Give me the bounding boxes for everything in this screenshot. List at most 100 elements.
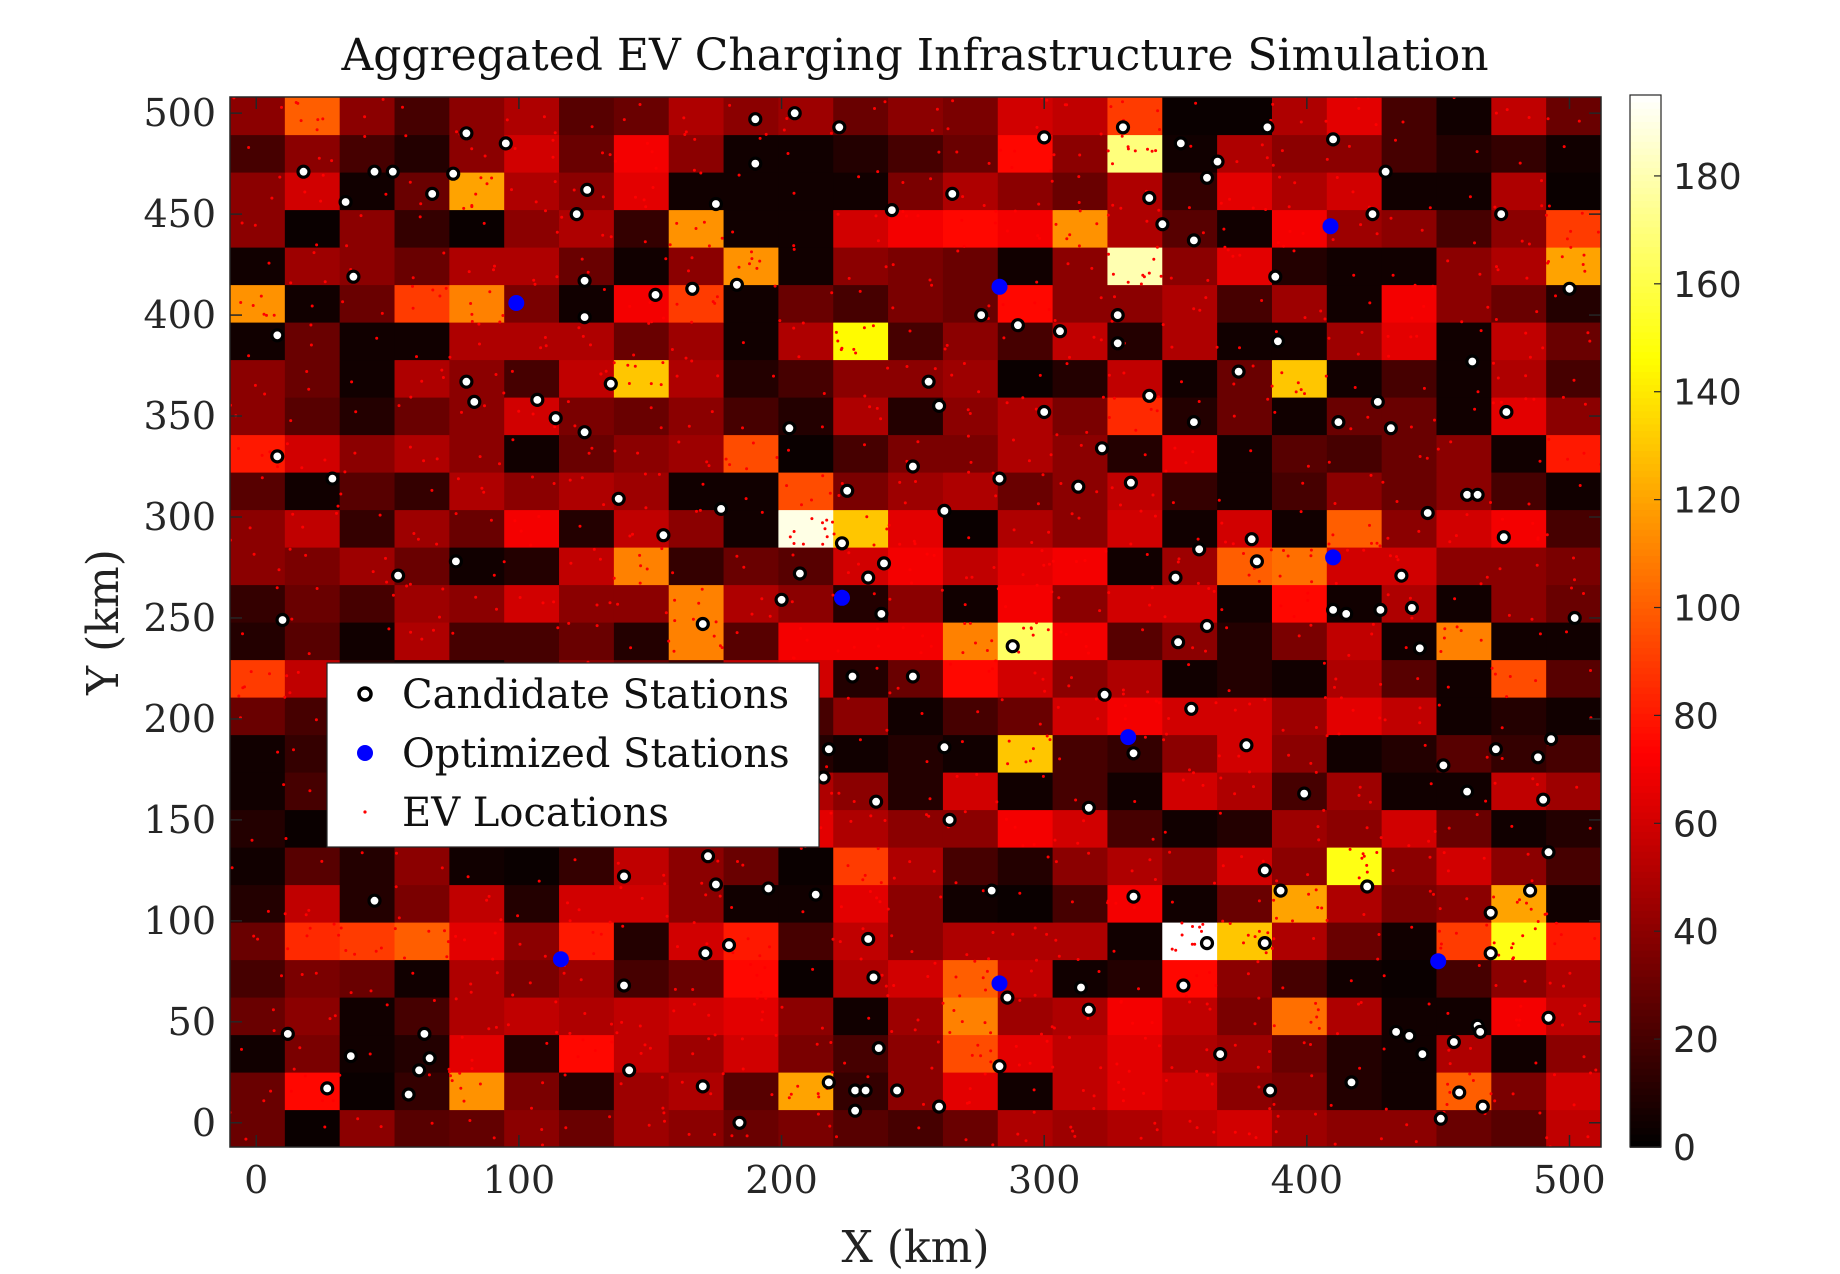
ev-location <box>1301 231 1305 235</box>
ev-location <box>1029 969 1033 973</box>
ev-location <box>1157 701 1161 705</box>
ev-location <box>975 773 979 776</box>
ev-location <box>1165 732 1168 736</box>
ev-location <box>1121 100 1124 104</box>
ev-location <box>801 321 805 325</box>
candidate-station <box>1270 334 1286 349</box>
heatmap-cell <box>1381 172 1438 211</box>
ev-location <box>289 1089 293 1093</box>
ev-location <box>1365 870 1369 874</box>
ev-location <box>787 448 790 452</box>
ev-location <box>543 336 547 339</box>
ev-location <box>592 547 596 551</box>
ev-location <box>1518 898 1521 902</box>
ev-location <box>283 912 287 916</box>
heatmap-cell <box>1271 472 1328 511</box>
colorbar-segment <box>1630 358 1661 366</box>
candidate-station <box>1530 750 1546 765</box>
ev-location <box>829 131 833 135</box>
ev-location <box>1287 205 1291 209</box>
ev-location <box>985 969 989 973</box>
colorbar-segment <box>1630 417 1661 425</box>
heatmap-cell <box>668 509 725 548</box>
heatmap-cell <box>1217 997 1273 1036</box>
colorbar-segment <box>1630 989 1661 997</box>
ev-location <box>420 379 424 383</box>
x-tick-label: 400 <box>1271 1158 1344 1202</box>
ev-location <box>1351 708 1355 712</box>
ev-location <box>1561 395 1565 399</box>
ev-location <box>1099 296 1103 300</box>
ev-location <box>312 251 316 255</box>
ev-location <box>1299 388 1303 392</box>
ev-location <box>1150 149 1154 153</box>
heatmap-cell <box>1491 1034 1547 1073</box>
ev-location <box>643 1043 647 1047</box>
candidate-station <box>1184 701 1199 716</box>
ev-location <box>1545 1136 1549 1140</box>
ev-location <box>829 1041 833 1044</box>
candidate-station <box>1110 308 1125 323</box>
ev-location <box>638 103 642 106</box>
ev-location <box>1167 717 1171 720</box>
heatmap-cell <box>1381 209 1438 248</box>
ev-location <box>288 691 292 695</box>
ev-location <box>1115 1062 1119 1066</box>
heatmap-cell <box>1271 397 1328 436</box>
ev-location <box>1486 305 1490 309</box>
ev-location <box>1422 304 1426 308</box>
heatmap-cell <box>613 209 670 248</box>
candidate-station <box>530 392 545 407</box>
ev-location <box>1348 847 1352 851</box>
candidate-station <box>422 1051 437 1066</box>
ev-location <box>921 634 925 638</box>
ev-location <box>1272 937 1276 941</box>
ev-location <box>289 281 293 285</box>
ev-location <box>875 406 879 410</box>
ev-location <box>1269 548 1273 552</box>
ev-location <box>996 587 1000 591</box>
ev-location <box>1379 1137 1383 1141</box>
ev-location <box>1325 918 1329 922</box>
ev-location <box>1028 1061 1032 1065</box>
ev-location <box>672 649 676 653</box>
ev-location <box>680 1080 684 1084</box>
ev-location <box>1358 785 1362 789</box>
heatmap-cell <box>559 134 615 173</box>
ev-location <box>610 1040 614 1044</box>
ev-location <box>1447 1048 1451 1052</box>
colorbar-segment <box>1630 719 1661 728</box>
ev-location <box>1251 206 1255 210</box>
ev-location <box>741 1067 745 1071</box>
candidate-station <box>448 554 463 569</box>
ev-location <box>721 1072 725 1076</box>
ev-location <box>269 1089 273 1093</box>
ev-location <box>353 952 357 956</box>
candidate-station <box>459 126 474 141</box>
ev-location <box>914 480 917 483</box>
ev-location <box>495 971 499 975</box>
colorbar-segment <box>1630 154 1661 162</box>
ev-location <box>892 876 896 880</box>
ev-location <box>338 1073 342 1077</box>
ev-location <box>830 1070 834 1074</box>
heatmap-cell <box>723 359 779 398</box>
ev-location <box>1333 502 1337 505</box>
ev-location <box>491 957 495 961</box>
heatmap-cell <box>1217 134 1273 173</box>
heatmap-cell <box>449 1072 505 1111</box>
ev-location <box>1077 516 1081 520</box>
heatmap-cell <box>668 359 725 398</box>
heatmap-cell <box>997 809 1054 848</box>
ev-location <box>1120 134 1124 138</box>
ev-location <box>1133 149 1137 153</box>
ev-location <box>1073 1134 1077 1138</box>
candidate-station <box>1388 1024 1404 1040</box>
heatmap-cell <box>394 922 450 961</box>
ev-location <box>590 446 594 450</box>
ev-location <box>1068 355 1071 359</box>
ev-location <box>1219 201 1223 205</box>
colorbar-segment <box>1630 1140 1661 1148</box>
candidate-station <box>868 794 884 809</box>
ev-location <box>951 99 955 103</box>
